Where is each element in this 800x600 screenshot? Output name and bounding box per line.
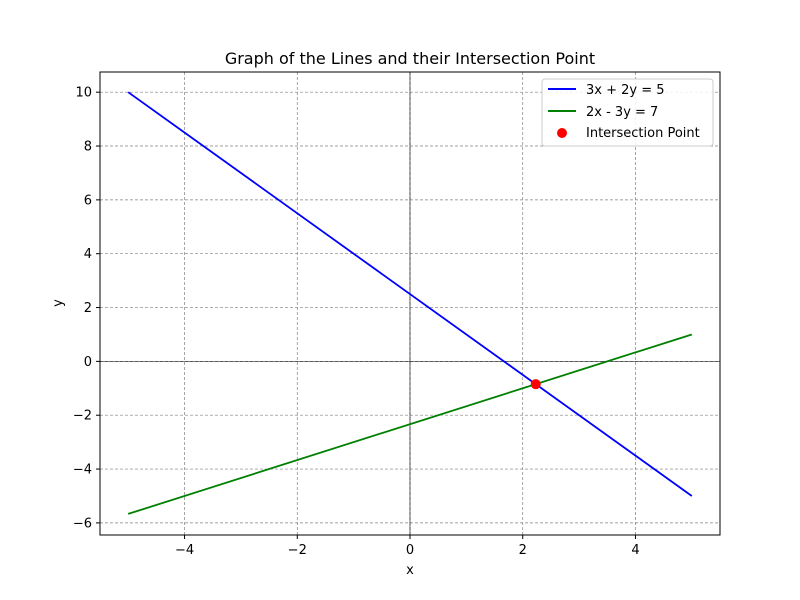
chart-title: Graph of the Lines and their Intersectio… — [225, 49, 595, 68]
y-tick-label: 10 — [75, 86, 92, 101]
ticks: −4 −2 0 2 4 −6 −4 −2 0 2 4 6 8 10 — [73, 86, 640, 558]
series-line-2 — [127, 333, 693, 515]
legend-label-intersection: Intersection Point — [586, 126, 700, 141]
legend-box — [541, 78, 714, 147]
legend-swatch-red-dot — [557, 128, 567, 138]
reference-axes — [100, 72, 720, 535]
series-line-1 — [127, 91, 693, 497]
y-tick-label: 0 — [84, 355, 92, 370]
x-axis-label: x — [406, 563, 414, 578]
y-tick-label: 6 — [84, 193, 92, 208]
intersection-point — [530, 379, 541, 390]
y-axis-label: y — [51, 299, 66, 307]
x-tick-label: −2 — [288, 543, 307, 558]
x-tick-label: 4 — [631, 543, 639, 558]
y-tick-label: 4 — [84, 247, 92, 262]
legend-label-line-1: 3x + 2y = 5 — [586, 83, 665, 98]
y-tick-label: −2 — [73, 409, 92, 424]
y-tick-label: −4 — [73, 463, 92, 478]
x-tick-label: 0 — [406, 543, 414, 558]
x-tick-label: 2 — [519, 543, 527, 558]
y-tick-label: 2 — [84, 301, 92, 316]
series — [127, 91, 693, 515]
x-tick-label: −4 — [175, 543, 194, 558]
legend: 3x + 2y = 5 2x - 3y = 7 Intersection Poi… — [541, 78, 714, 147]
y-tick-label: 8 — [84, 140, 92, 155]
legend-label-line-2: 2x - 3y = 7 — [586, 105, 658, 120]
y-tick-label: −6 — [73, 516, 92, 531]
